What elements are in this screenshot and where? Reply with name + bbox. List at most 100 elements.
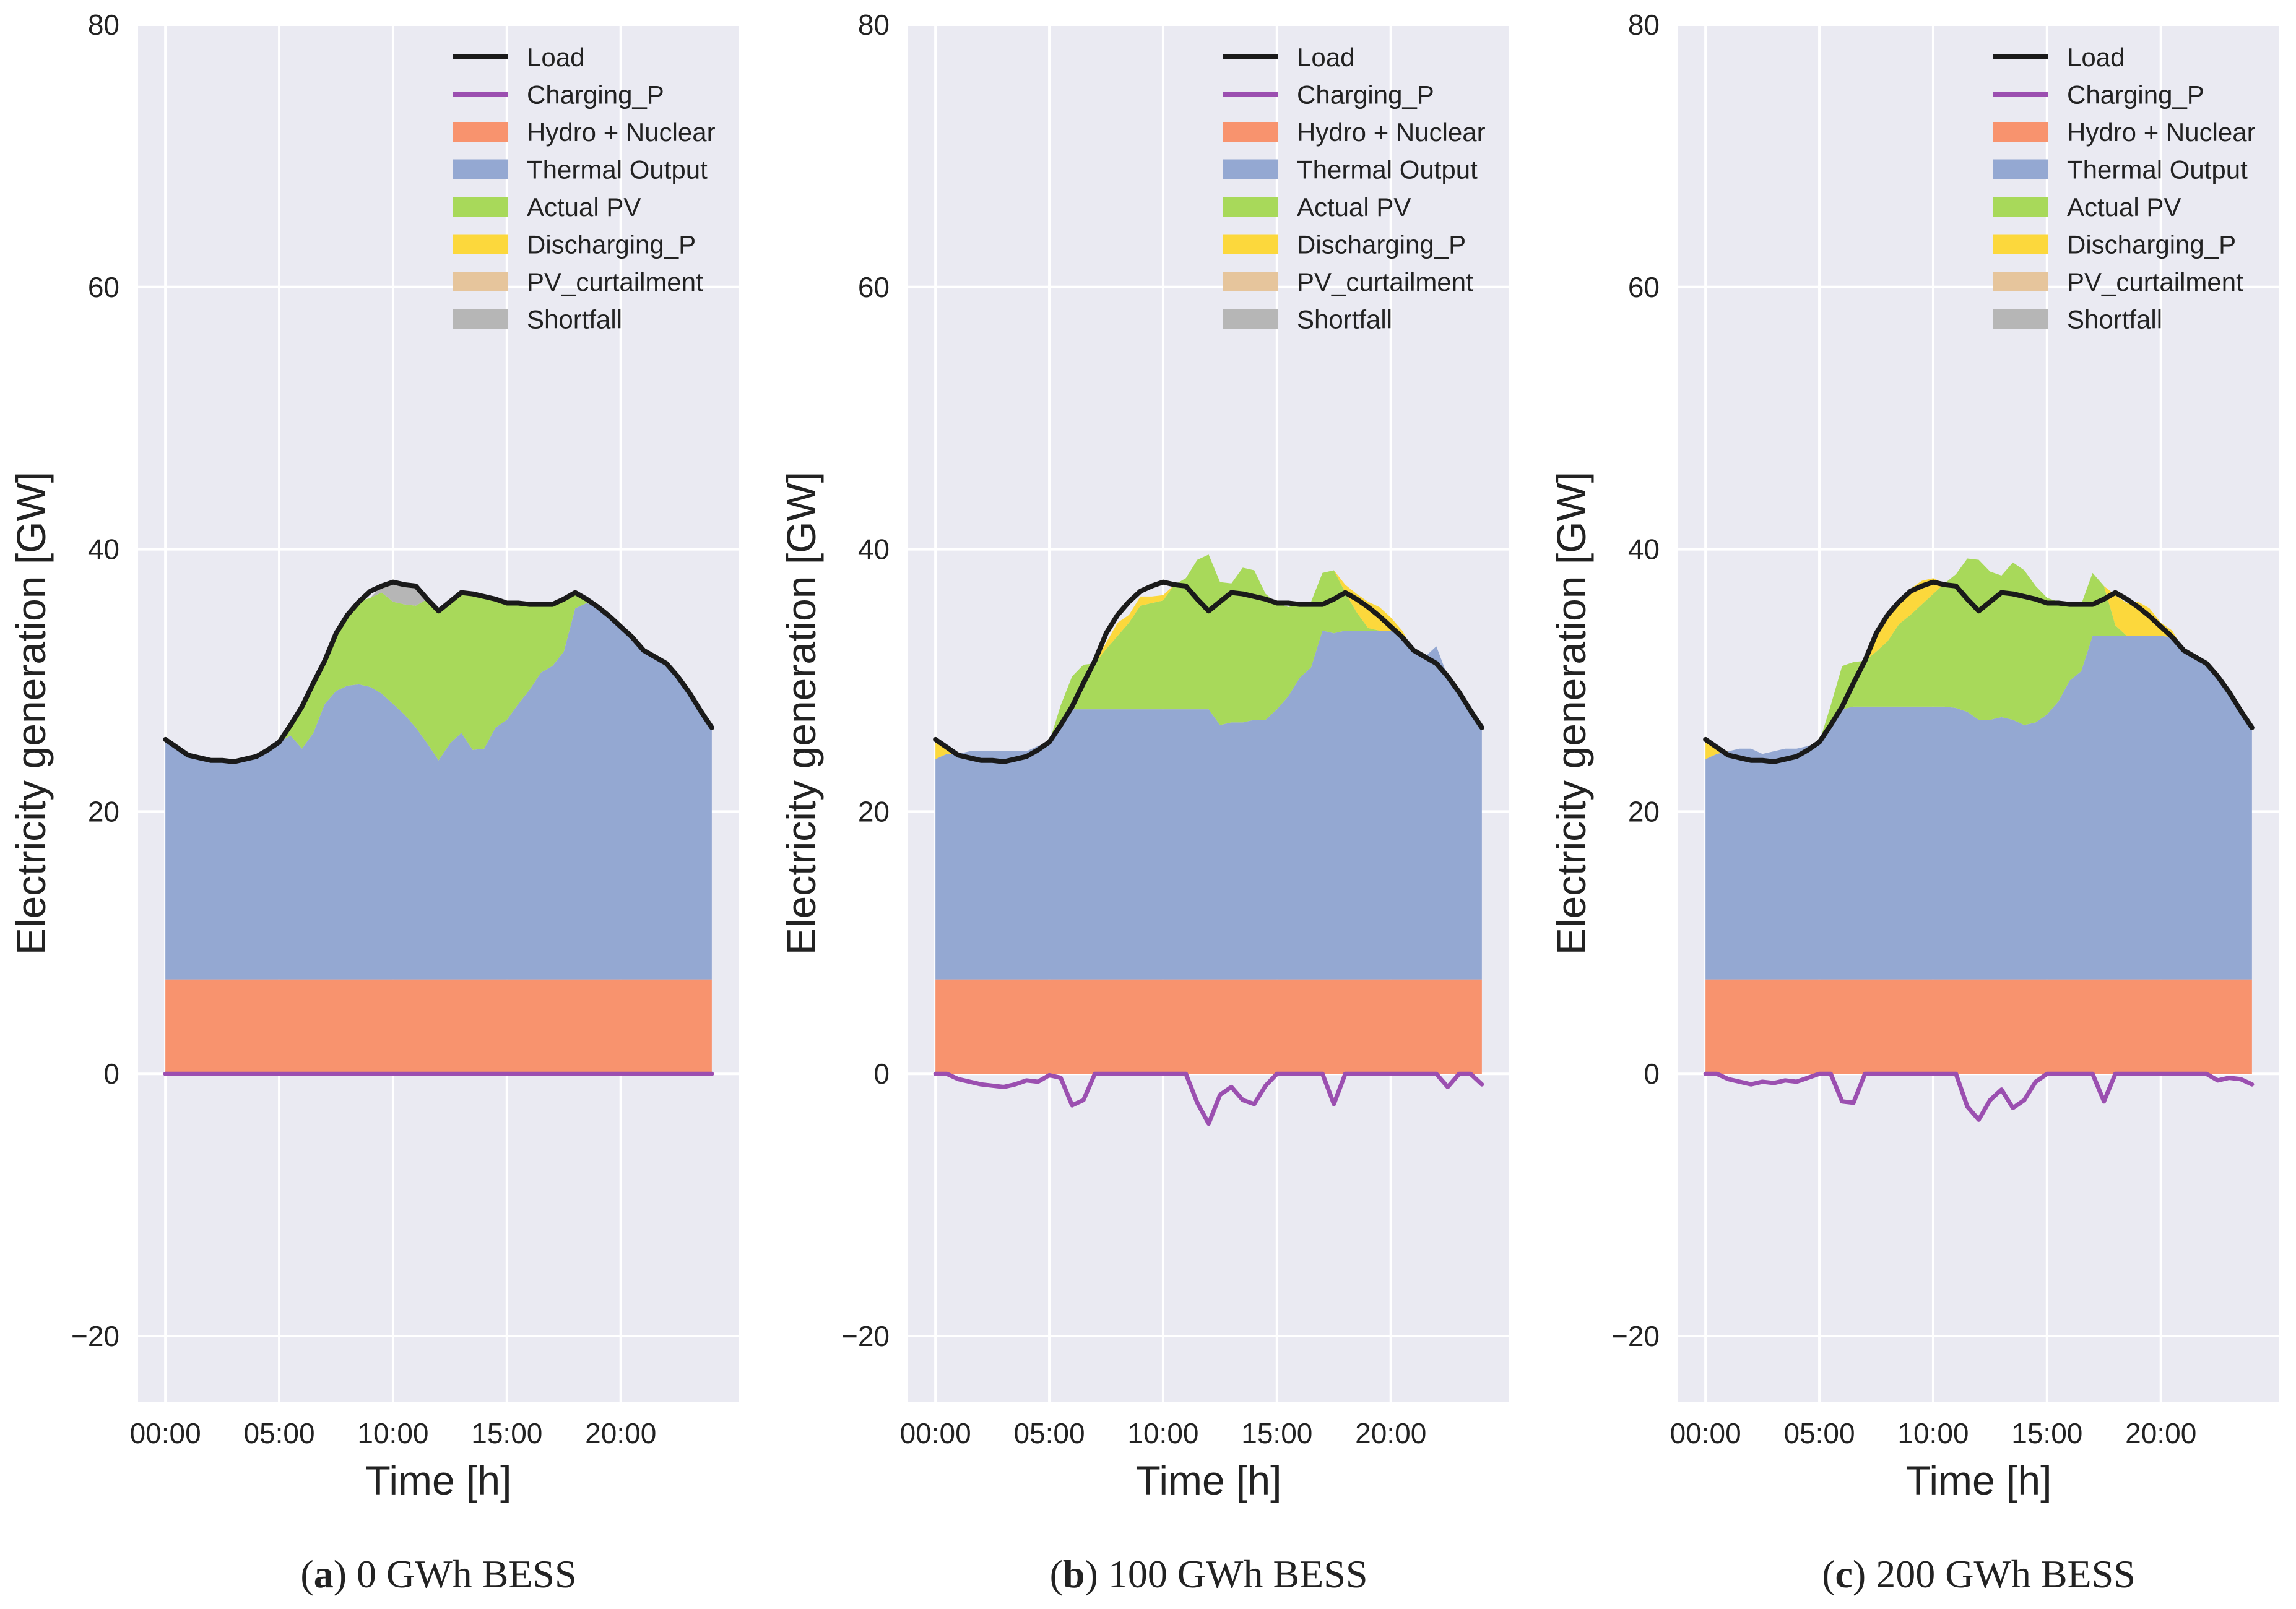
legend-label: Load [527,43,584,72]
y-tick-label: 40 [1628,533,1660,566]
legend-label: Hydro + Nuclear [527,118,716,147]
legend-label: Hydro + Nuclear [2067,118,2256,147]
caption-letter: c [1835,1552,1853,1596]
legend-item-thermal-output: Thermal Output [1223,155,1478,184]
legend: Load Charging_P Hydro + Nuclear Thermal Out… [1993,43,2256,334]
legend-swatch [1223,197,1278,217]
legend-label: Actual PV [527,192,641,222]
legend-label: PV_curtailment [2067,267,2243,296]
caption-rest: ) 100 GWh BESS [1085,1552,1368,1596]
caption-rest: ) 200 GWh BESS [1853,1552,2136,1596]
legend-swatch [1993,159,2048,179]
legend-label: PV_curtailment [1297,267,1473,296]
legend-swatch [453,272,508,291]
caption-open: ( [1822,1552,1835,1596]
x-tick-label: 15:00 [471,1417,542,1449]
legend-item-thermal-output: Thermal Output [1993,155,2248,184]
legend-swatch [1223,159,1278,179]
line-charging-p [933,1071,1484,1126]
legend-item-thermal-output: Thermal Output [453,155,708,184]
y-tick-label: 60 [88,271,119,303]
legend-swatch [1993,197,2048,217]
legend-swatch [1993,234,2048,254]
x-tick-label: 20:00 [585,1417,656,1449]
legend-item-shortfall: Shortfall [1993,305,2162,334]
legend-item-hydro-nuclear: Hydro + Nuclear [1223,118,1486,147]
legend: Load Charging_P Hydro + Nuclear Thermal Out… [1223,43,1486,334]
area-thermal-output [935,631,1482,980]
line-load [933,579,1484,764]
area-hydro-nuclear [1705,979,2252,1074]
x-tick-label: 00:00 [130,1417,201,1449]
legend-item-charging-p: Charging_P [453,80,664,110]
y-tick-label: 0 [1644,1058,1660,1090]
legend-label: PV_curtailment [527,267,703,296]
legend-label: Actual PV [1297,192,1411,222]
legend-item-charging-p: Charging_P [1993,80,2204,110]
y-tick-label: 40 [858,533,890,566]
area-discharging-p [1705,558,2252,759]
chart-panel-a: −20 0 20 40 60 80 00:00 05:00 10:00 15:00 20:00 Tim… [8,9,739,1596]
legend-label: Shortfall [2067,305,2162,334]
x-tick-label: 15:00 [2011,1417,2082,1449]
line-load [163,579,714,764]
x-tick-label: 15:00 [1241,1417,1312,1449]
legend-label: Load [2067,43,2125,72]
x-tick-label: 00:00 [900,1417,971,1449]
y-tick-label: 60 [1628,271,1660,303]
legend-item-load: Load [453,43,584,72]
area-thermal-output [165,603,712,980]
legend-item-discharging-p: Discharging_P [1223,230,1466,259]
legend-label: Charging_P [1297,80,1434,110]
legend-swatch [453,122,508,142]
legend-swatch [1993,309,2048,329]
caption-rest: ) 0 GWh BESS [334,1552,577,1596]
x-tick-label: 05:00 [243,1417,314,1449]
x-axis-label: Time [h] [366,1457,512,1503]
y-axis-label: Electricity generation [GW] [8,472,54,955]
area-thermal-output [1705,636,2252,980]
x-tick-label: 05:00 [1783,1417,1855,1449]
legend-item-actual-pv: Actual PV [453,192,641,222]
x-axis-label: Time [h] [1136,1457,1282,1503]
legend-swatch [1993,122,2048,142]
legend-swatch [453,309,508,329]
x-tick-label: 00:00 [1670,1417,1741,1449]
legend-item-load: Load [1223,43,1354,72]
legend-label: Charging_P [2067,80,2204,110]
y-tick-label: 80 [88,9,119,41]
y-tick-label: 60 [858,271,890,303]
legend-swatch [453,197,508,217]
panel-caption: (b) 100 GWh BESS [1050,1552,1368,1596]
legend-item-discharging-p: Discharging_P [1993,230,2236,259]
y-tick-label: 40 [88,533,119,566]
y-tick-label: 20 [88,795,119,827]
legend-swatch [1223,234,1278,254]
area-actual-pv [165,592,712,762]
y-tick-label: 0 [873,1058,890,1090]
legend-item-pv-curtailment: PV_curtailment [1993,267,2243,296]
legend-swatch [1223,272,1278,291]
caption-letter: b [1063,1552,1085,1596]
legend-label: Discharging_P [2067,230,2236,259]
line-load [1703,579,2255,764]
legend-item-load: Load [1993,43,2125,72]
y-tick-label: 20 [858,795,890,827]
x-tick-label: 10:00 [357,1417,428,1449]
legend-label: Shortfall [527,305,622,334]
legend-swatch [453,234,508,254]
legend-item-pv-curtailment: PV_curtailment [453,267,703,296]
legend-label: Thermal Output [1297,155,1478,184]
y-tick-label: 80 [1628,9,1660,41]
y-tick-label: 20 [1628,795,1660,827]
legend-label: Shortfall [1297,305,1392,334]
x-tick-label: 10:00 [1897,1417,1969,1449]
legend-item-shortfall: Shortfall [1223,305,1392,334]
caption-open: ( [1050,1552,1063,1596]
legend-item-actual-pv: Actual PV [1223,192,1411,222]
legend-swatch [453,159,508,179]
y-tick-label: −20 [71,1320,119,1352]
legend-swatch [1223,122,1278,142]
legend-swatch [1993,272,2048,291]
